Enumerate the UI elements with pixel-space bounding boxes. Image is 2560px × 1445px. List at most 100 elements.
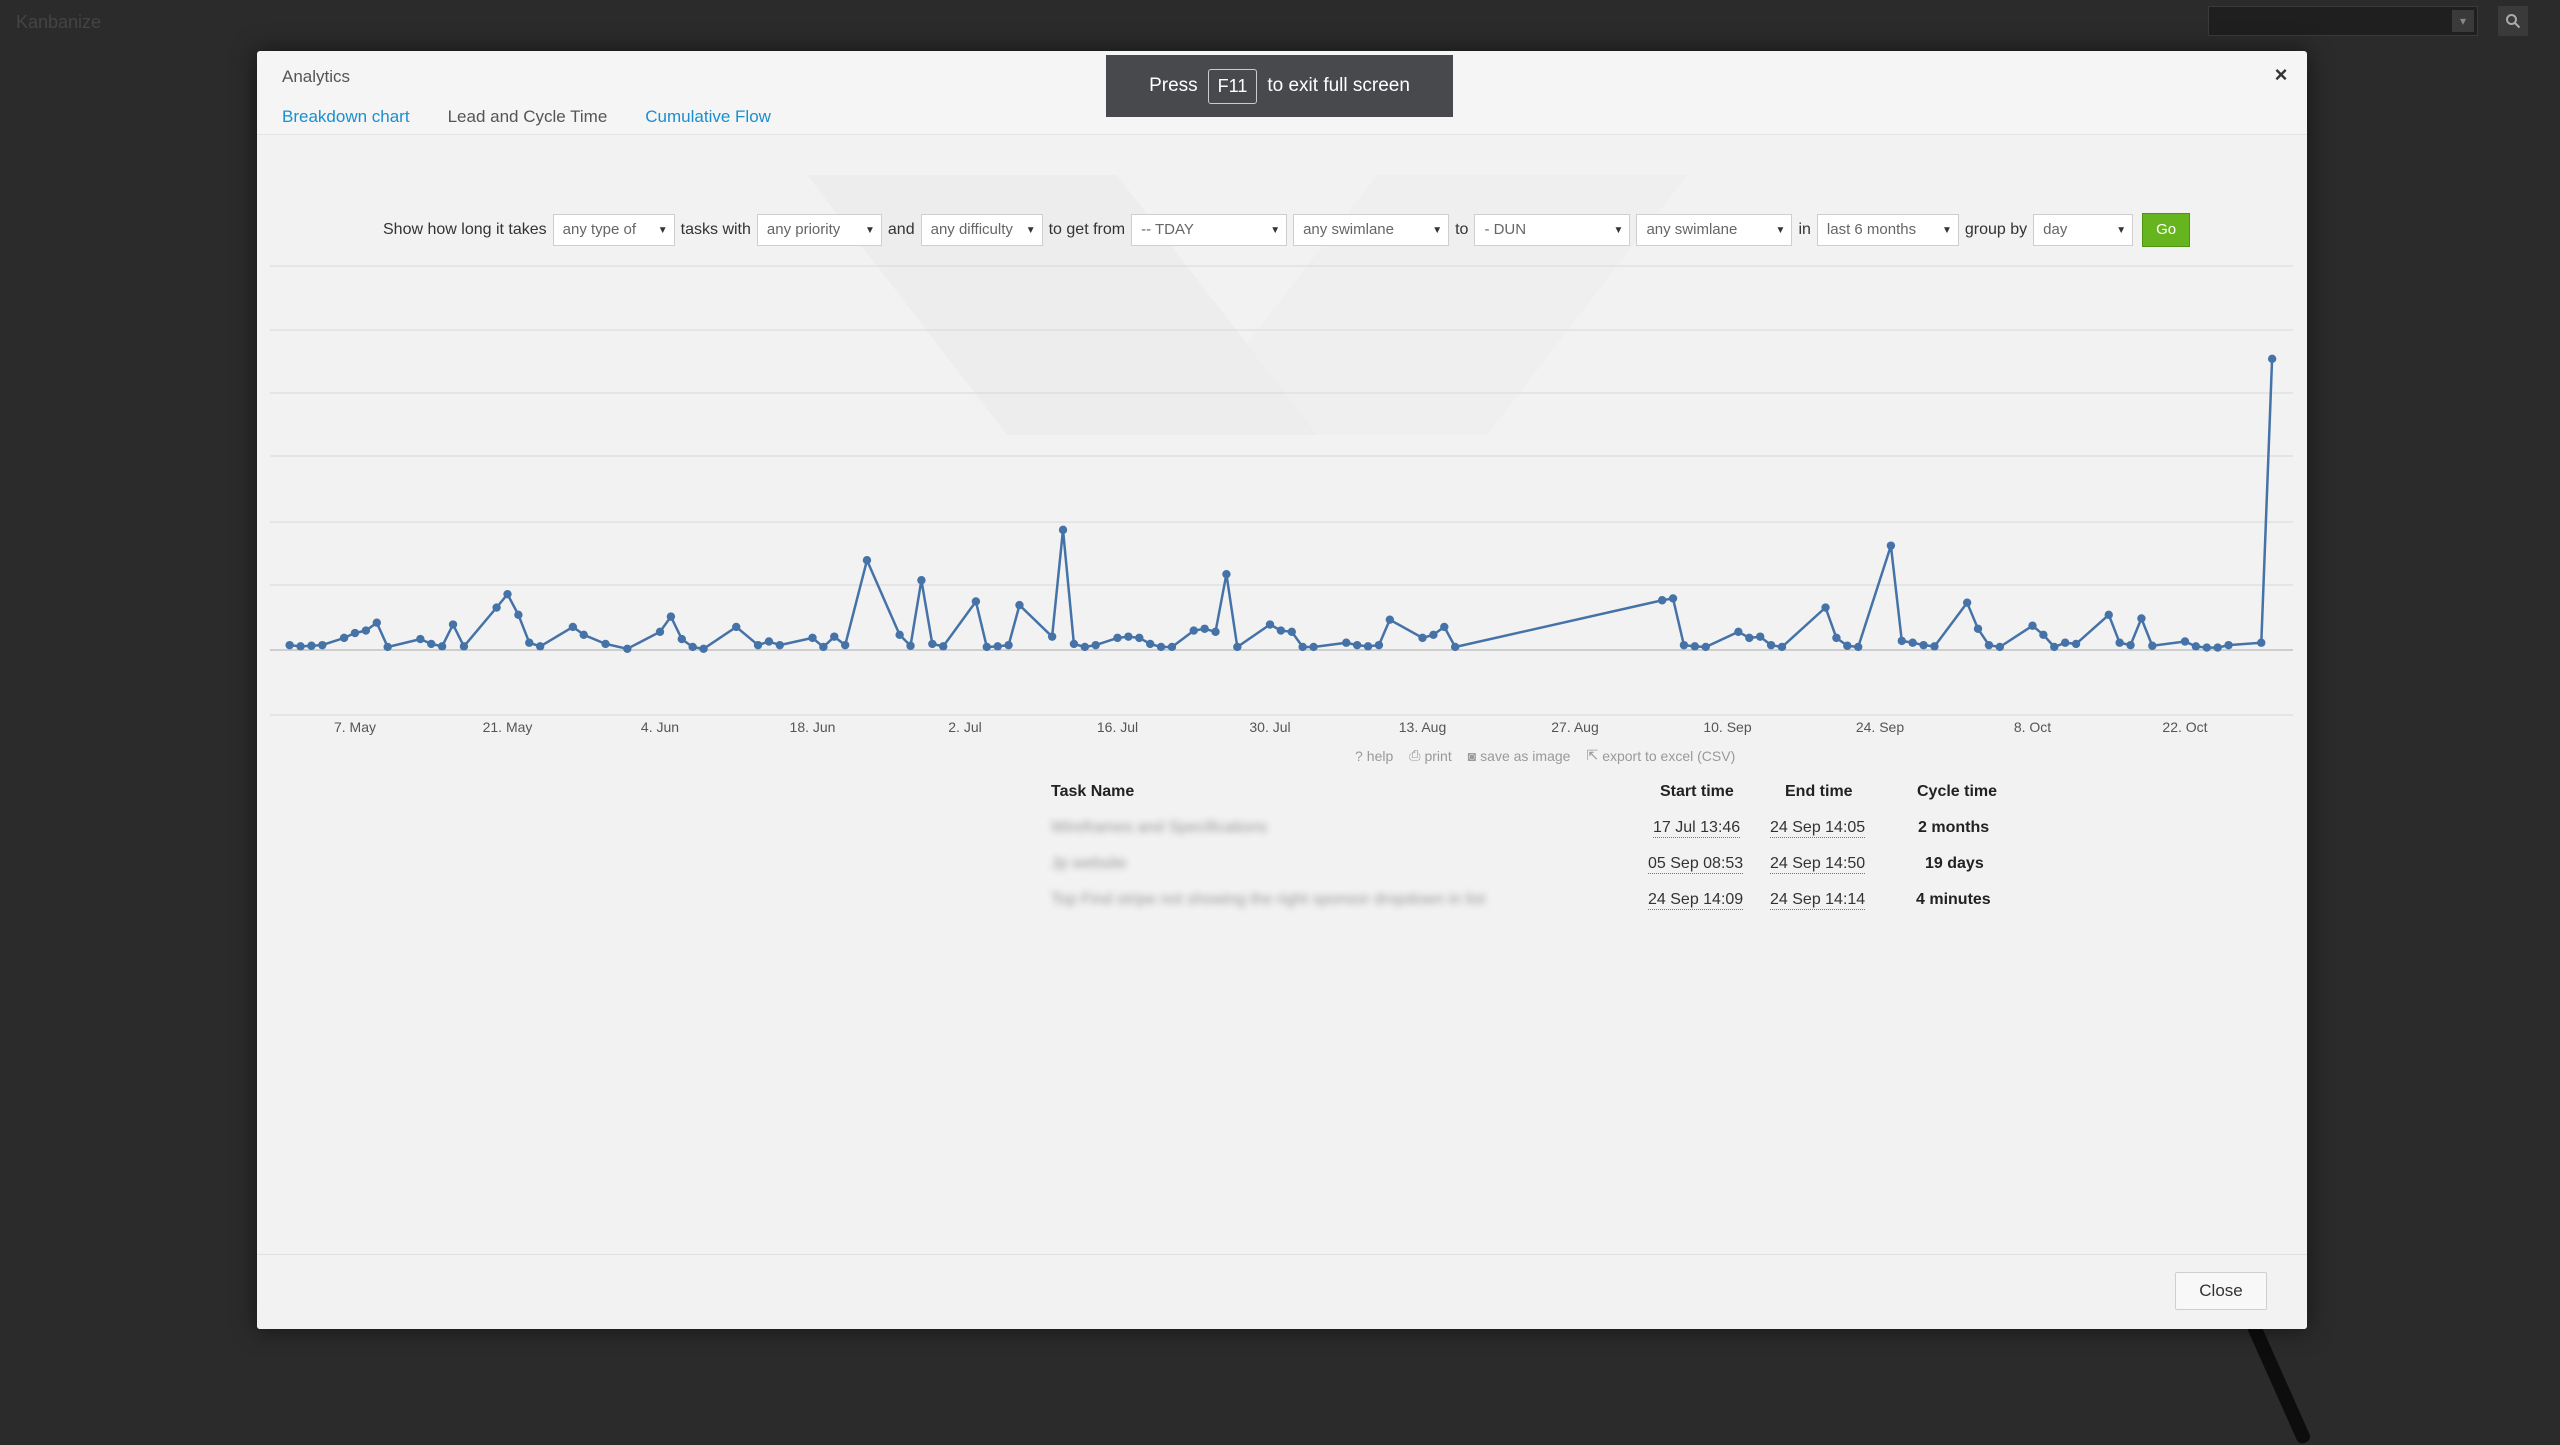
data-point	[819, 642, 828, 652]
type-select[interactable]: any type of ▼	[552, 214, 675, 246]
priority-select-value: any priority	[766, 221, 841, 238]
filter-bar: Show how long it takes any type of ▼ task…	[383, 213, 2191, 247]
column-header-end-time: End time	[1785, 783, 1853, 800]
search-icon	[2506, 14, 2521, 29]
tab-lead-cycle-time[interactable]: Lead and Cycle Time	[447, 107, 608, 126]
data-point	[1777, 642, 1787, 652]
app-title: Kanbanize	[16, 12, 102, 32]
task-name-link[interactable]: Top Find stripe not showing the right sp…	[1051, 891, 1486, 908]
from-column-select[interactable]: -- TDAY ▼	[1131, 214, 1288, 246]
group-by-value: day	[2043, 221, 2068, 238]
fullscreen-text-after: to exit full screen	[1267, 75, 1410, 96]
data-point	[2191, 642, 2201, 651]
data-point	[492, 603, 501, 612]
filter-text: to	[1455, 221, 1469, 238]
data-point	[568, 622, 578, 632]
table-row: Top Find stripe not showing the right sp…	[787, 891, 2107, 927]
data-point	[971, 597, 981, 606]
data-point	[1755, 632, 1765, 641]
search-button[interactable]	[2498, 6, 2528, 36]
data-point	[1919, 640, 1928, 650]
export-csv-link[interactable]: ⇱ export to excel (CSV)	[1586, 747, 1735, 764]
data-point	[459, 642, 469, 651]
data-point	[939, 642, 948, 651]
print-link[interactable]: ⎙ print	[1409, 747, 1451, 764]
data-point	[764, 637, 774, 646]
search-dropdown-icon[interactable]: ▾	[2452, 10, 2474, 32]
close-icon[interactable]: ×	[2274, 62, 2288, 87]
data-point	[775, 640, 785, 650]
data-point	[2126, 640, 2135, 650]
x-tick-label: 24. Sep	[1856, 719, 1904, 735]
data-point	[1973, 624, 1983, 633]
data-point	[1668, 594, 1678, 603]
from-swimlane-value: any swimlane	[1303, 221, 1394, 238]
data-point	[1080, 642, 1090, 652]
from-swimlane-select[interactable]: any swimlane ▼	[1293, 214, 1450, 246]
to-swimlane-select[interactable]: any swimlane ▼	[1636, 214, 1793, 246]
tab-cumulative-flow[interactable]: Cumulative Flow	[645, 107, 771, 126]
data-point	[928, 639, 937, 649]
data-point	[1832, 633, 1841, 643]
data-point	[1004, 640, 1013, 650]
x-tick-label: 21. May	[483, 719, 533, 735]
x-tick-label: 16. Jul	[1097, 719, 1138, 735]
data-point	[1233, 642, 1242, 652]
task-name-link[interactable]: Jp website	[1051, 855, 1127, 872]
help-link[interactable]: ? help	[1355, 747, 1393, 764]
to-swimlane-value: any swimlane	[1646, 221, 1738, 238]
chevron-down-icon: ▼	[1775, 225, 1786, 236]
data-point	[1962, 598, 1972, 607]
data-point	[1091, 640, 1100, 650]
x-tick-label: 8. Oct	[2014, 719, 2051, 735]
print-label: print	[1424, 747, 1452, 764]
group-by-select[interactable]: day ▼	[2033, 214, 2134, 246]
from-column-value: -- TDAY	[1141, 221, 1194, 238]
data-point	[1679, 640, 1689, 650]
filter-text: group by	[1964, 221, 2028, 238]
data-point	[1015, 600, 1024, 610]
data-point	[1069, 639, 1079, 649]
data-point	[1450, 642, 1460, 652]
app-search-input[interactable]	[2208, 6, 2478, 36]
chevron-down-icon: ▼	[1613, 225, 1624, 236]
export-icon: ⇱	[1586, 747, 1599, 763]
tab-breakdown-chart[interactable]: Breakdown chart	[282, 107, 410, 126]
data-point	[448, 620, 458, 629]
chevron-down-icon: ▼	[1270, 225, 1281, 236]
data-point	[1352, 640, 1362, 650]
close-button[interactable]: Close	[2175, 1272, 2267, 1310]
cycle-time: 4 minutes	[1916, 891, 1991, 908]
data-point	[1145, 639, 1155, 649]
data-point	[1265, 620, 1275, 629]
data-point	[1058, 525, 1068, 535]
data-point	[2050, 642, 2059, 652]
data-point	[1657, 596, 1667, 605]
data-point	[285, 640, 294, 650]
difficulty-select[interactable]: any difficulty ▼	[920, 214, 1043, 246]
data-point	[1135, 633, 1144, 643]
go-button[interactable]: Go	[2142, 213, 2191, 247]
x-tick-label: 13. Aug	[1399, 719, 1447, 735]
data-point	[1113, 633, 1122, 643]
data-point	[732, 622, 741, 632]
to-column-select[interactable]: - DUN ▼	[1474, 214, 1631, 246]
data-point	[1374, 640, 1384, 650]
data-point	[808, 633, 817, 643]
series-line	[289, 358, 2274, 651]
priority-select[interactable]: any priority ▼	[756, 214, 882, 246]
x-tick-label: 18. Jun	[790, 719, 836, 735]
period-select[interactable]: last 6 months ▼	[1816, 214, 1959, 246]
data-point	[993, 642, 1002, 651]
column-header-cycle-time: Cycle time	[1917, 783, 1998, 800]
data-point	[1167, 642, 1177, 652]
footer-divider	[257, 1254, 2307, 1255]
data-point	[862, 556, 872, 565]
save-image-link[interactable]: ◙ save as image	[1468, 747, 1571, 764]
data-point	[339, 633, 349, 643]
task-name-link[interactable]: Wireframes and Specifications	[1051, 819, 1268, 836]
period-select-value: last 6 months	[1826, 221, 1917, 238]
data-point	[1189, 626, 1198, 635]
data-point	[2039, 630, 2048, 640]
data-point	[1309, 642, 1318, 652]
